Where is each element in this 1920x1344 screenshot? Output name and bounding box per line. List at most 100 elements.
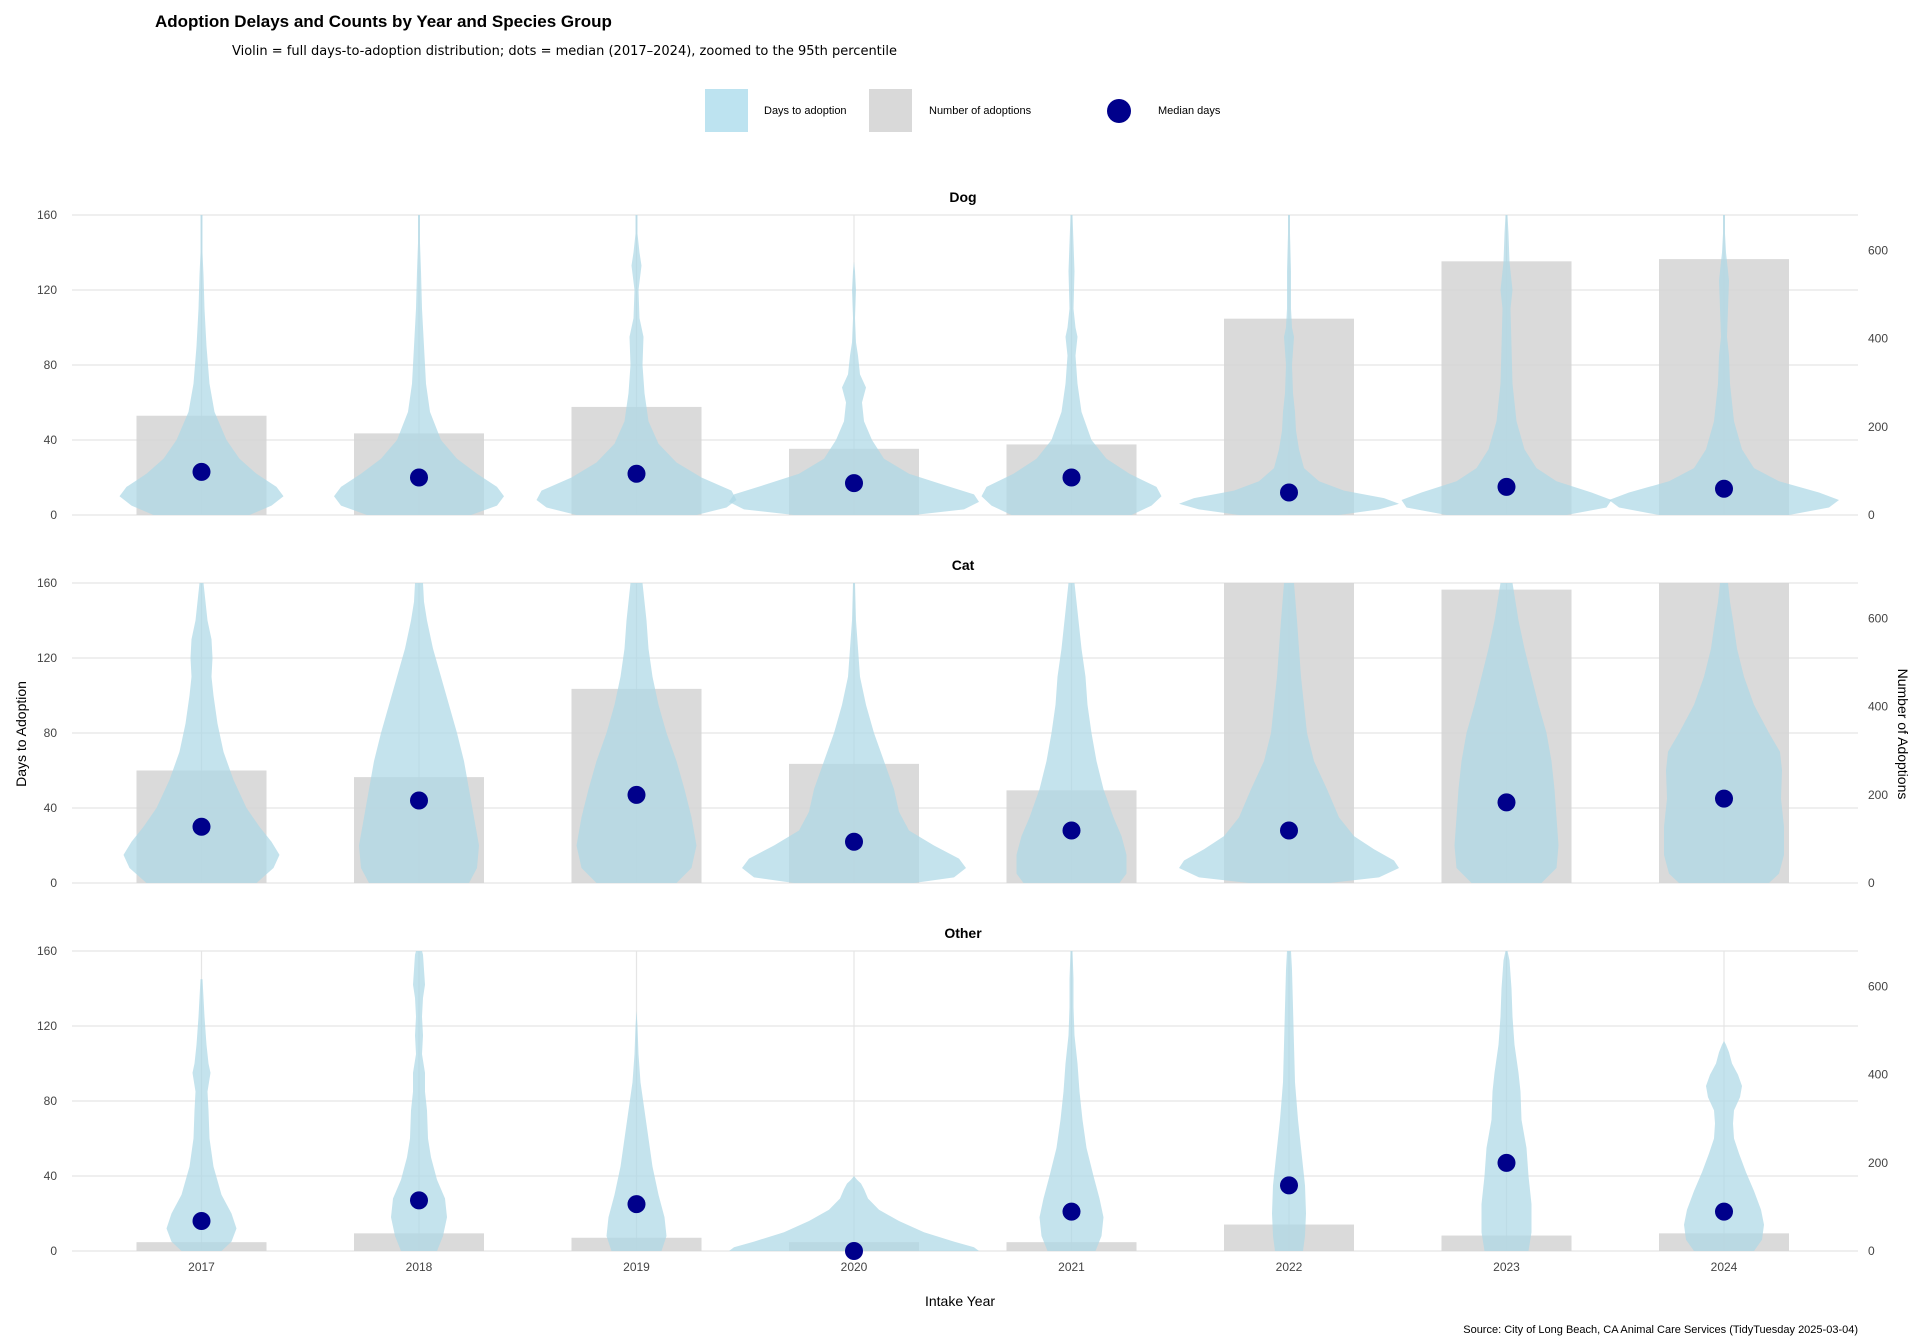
days-violin xyxy=(119,215,284,515)
median-dot xyxy=(627,464,646,483)
y2-axis-title: Number of Adoptions xyxy=(1895,669,1911,800)
x-tick-label: 2021 xyxy=(1058,1260,1085,1274)
median-dot xyxy=(627,785,646,804)
days-violin xyxy=(1454,583,1559,883)
median-dot xyxy=(410,1191,428,1210)
days-violin xyxy=(1179,583,1399,883)
facet-label: Dog xyxy=(949,189,976,205)
facet-label: Cat xyxy=(952,557,975,573)
x-tick-label: 2023 xyxy=(1493,1260,1520,1274)
median-dot xyxy=(1062,1202,1081,1221)
y-tick-label: 120 xyxy=(37,651,57,665)
legend: Days to adoption Number of adoptions Med… xyxy=(705,89,1221,132)
days-violin xyxy=(981,215,1162,515)
y-tick-label: 40 xyxy=(44,1169,58,1183)
legend-label-bar: Number of adoptions xyxy=(929,105,1032,117)
median-dot xyxy=(192,817,211,836)
x-tick-label: 2017 xyxy=(188,1260,215,1274)
x-axis-title: Intake Year xyxy=(925,1293,995,1309)
y-tick-label: 40 xyxy=(44,801,58,815)
median-dot xyxy=(1280,1176,1298,1195)
median-dot xyxy=(845,832,863,851)
median-dot xyxy=(627,1195,646,1214)
median-dot xyxy=(845,474,863,493)
days-violin xyxy=(1272,951,1306,1251)
days-violin xyxy=(1664,583,1784,883)
facet-panels: Dog040801201600200400600Cat0408012016002… xyxy=(37,189,1888,1274)
days-violin xyxy=(391,951,447,1251)
y2-tick-label: 400 xyxy=(1868,700,1888,714)
y2-tick-label: 0 xyxy=(1868,876,1875,890)
facet-panel-other: Other 0 40 80 120 160 0 200 400 600 2017 2018 2019 20… xyxy=(37,925,1888,1274)
median-dot xyxy=(1715,789,1733,808)
x-tick-label: 2020 xyxy=(841,1260,868,1274)
x-tick-label: 2019 xyxy=(623,1260,650,1274)
days-violin xyxy=(1016,583,1127,883)
median-dot xyxy=(1497,477,1516,496)
median-dot xyxy=(410,468,428,487)
y2-tick-label: 200 xyxy=(1868,1156,1888,1170)
days-violin xyxy=(334,215,504,515)
y2-tick-label: 200 xyxy=(1868,420,1888,434)
y2-tick-label: 400 xyxy=(1868,1068,1888,1082)
y-tick-label: 80 xyxy=(44,1094,58,1108)
days-violin xyxy=(1179,215,1399,515)
x-tick-label: 2024 xyxy=(1711,1260,1738,1274)
median-dot xyxy=(1497,1153,1516,1172)
days-violin xyxy=(1684,1041,1764,1251)
chart-subtitle: Violin = full days-to-adoption distribut… xyxy=(232,44,897,59)
y-tick-label: 160 xyxy=(37,208,57,222)
facet-panel-cat: Cat 0 40 80 120 160 0 200 400 600 xyxy=(37,557,1888,890)
median-dot xyxy=(1280,821,1298,840)
y2-tick-label: 600 xyxy=(1868,243,1888,257)
median-dot xyxy=(1062,468,1081,487)
y2-tick-label: 0 xyxy=(1868,1244,1875,1258)
y-tick-label: 0 xyxy=(50,508,57,522)
days-violin xyxy=(123,583,280,883)
days-violin xyxy=(536,215,737,515)
y-tick-label: 40 xyxy=(44,433,58,447)
days-violin xyxy=(1401,215,1612,515)
y2-tick-label: 0 xyxy=(1868,508,1875,522)
y-tick-label: 160 xyxy=(37,576,57,590)
median-dot xyxy=(1715,479,1733,498)
legend-label-median: Median days xyxy=(1158,105,1221,117)
x-tick-label: 2018 xyxy=(406,1260,433,1274)
median-dot xyxy=(410,791,428,810)
days-violin xyxy=(1039,951,1104,1251)
facet-panel-dog: Dog 0 40 80 120 160 0 200 400 600 xyxy=(37,189,1888,522)
median-dot xyxy=(1280,483,1298,502)
y-axis-title: Days to Adoption xyxy=(13,681,29,787)
days-violin xyxy=(576,583,697,883)
legend-key-median xyxy=(1107,99,1131,123)
days-violin xyxy=(359,583,479,883)
chart-caption: Source: City of Long Beach, CA Animal Ca… xyxy=(1463,1324,1858,1336)
y-tick-label: 160 xyxy=(37,944,57,958)
legend-key-violin xyxy=(705,89,748,132)
y-tick-label: 120 xyxy=(37,1019,57,1033)
y-tick-label: 0 xyxy=(50,1244,57,1258)
median-dot xyxy=(192,462,211,481)
median-dot xyxy=(1497,793,1516,812)
chart-title: Adoption Delays and Counts by Year and S… xyxy=(155,12,612,31)
median-dot xyxy=(192,1212,211,1230)
y-tick-label: 80 xyxy=(44,726,58,740)
facet-label: Other xyxy=(944,925,982,941)
x-tick-label: 2022 xyxy=(1276,1260,1303,1274)
days-violin xyxy=(729,261,979,515)
days-violin xyxy=(742,583,966,883)
days-violin xyxy=(166,979,237,1251)
y-tick-label: 120 xyxy=(37,283,57,297)
legend-key-bar xyxy=(869,89,912,132)
y2-tick-label: 600 xyxy=(1868,979,1888,993)
days-violin xyxy=(1609,215,1839,515)
y2-tick-label: 600 xyxy=(1868,611,1888,625)
y-tick-label: 80 xyxy=(44,358,58,372)
y-tick-label: 0 xyxy=(50,876,57,890)
median-dot xyxy=(845,1242,863,1260)
y2-tick-label: 200 xyxy=(1868,788,1888,802)
median-dot xyxy=(1062,821,1081,840)
y2-tick-label: 400 xyxy=(1868,332,1888,346)
legend-label-violin: Days to adoption xyxy=(764,105,847,117)
